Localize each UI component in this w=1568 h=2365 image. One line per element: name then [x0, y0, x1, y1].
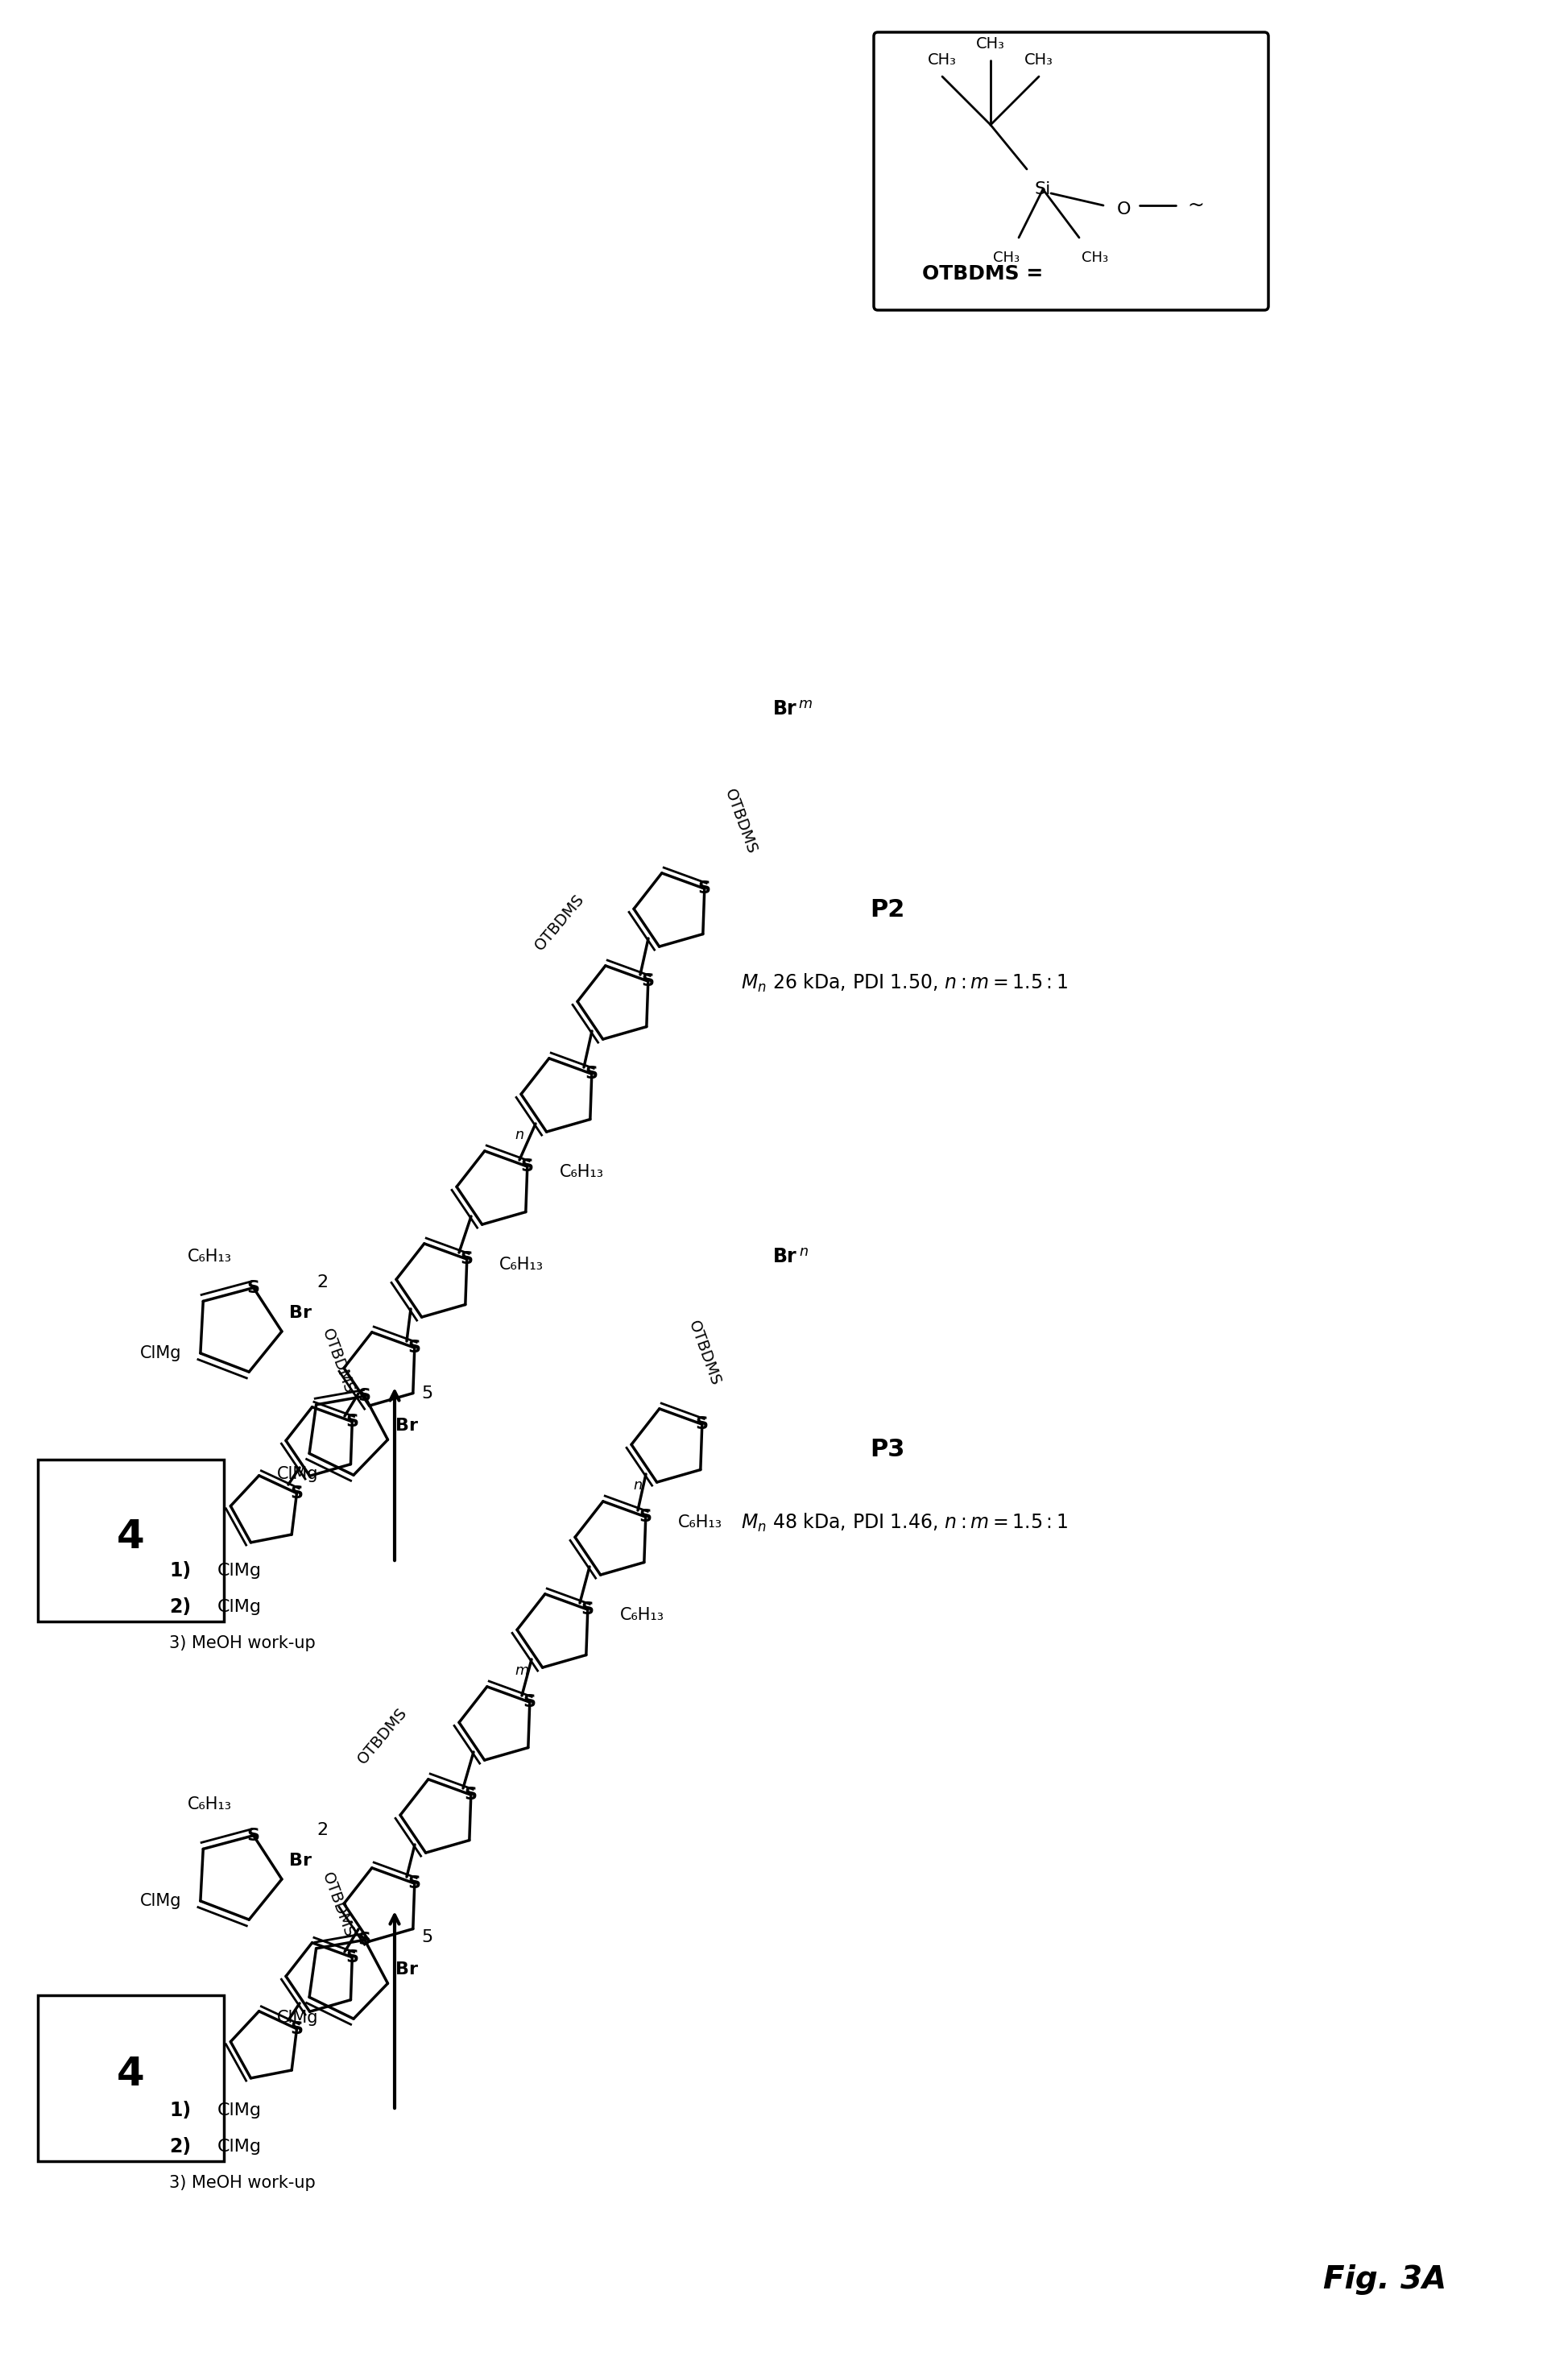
Text: $M_n$ 26 kDa, PDI 1.50, $n : m = 1.5 : 1$: $M_n$ 26 kDa, PDI 1.50, $n : m = 1.5 : 1… [742, 972, 1068, 993]
Text: $_n$: $_n$ [633, 1473, 643, 1492]
Text: ClMg: ClMg [218, 2102, 262, 2119]
Text: Br: Br [773, 700, 797, 719]
Text: CH₃: CH₃ [977, 35, 1005, 52]
Text: C₆H₁₃: C₆H₁₃ [677, 1514, 723, 1530]
Text: S: S [521, 1159, 533, 1175]
Text: S: S [248, 1828, 260, 1845]
Text: S: S [461, 1251, 474, 1268]
Text: OTBDMS: OTBDMS [354, 1705, 411, 1767]
Text: ClMg: ClMg [140, 1346, 182, 1362]
Text: S: S [358, 1388, 372, 1405]
Text: 3) MeOH work-up: 3) MeOH work-up [169, 1634, 315, 1651]
Text: C₆H₁₃: C₆H₁₃ [187, 1249, 232, 1265]
Text: OTBDMS: OTBDMS [685, 1320, 723, 1388]
Text: Br: Br [773, 1246, 797, 1265]
Text: Br: Br [395, 1417, 419, 1433]
Text: 4: 4 [116, 1518, 144, 1556]
Text: S: S [345, 1949, 359, 1965]
Text: C₆H₁₃: C₆H₁₃ [619, 1606, 665, 1622]
Text: $_n$: $_n$ [798, 1239, 809, 1258]
Text: $M_n$ 48 kDa, PDI 1.46, $n : m = 1.5 : 1$: $M_n$ 48 kDa, PDI 1.46, $n : m = 1.5 : 1… [742, 1511, 1068, 1533]
Text: CH₃: CH₃ [1024, 52, 1054, 69]
Text: C₆H₁₃: C₆H₁₃ [187, 1797, 232, 1812]
Text: ClMg: ClMg [278, 2010, 318, 2027]
Text: P2: P2 [870, 899, 905, 922]
Text: 2): 2) [169, 2138, 191, 2157]
Text: $_n$: $_n$ [514, 1121, 524, 1142]
Text: O: O [1116, 201, 1131, 218]
Text: S: S [640, 1509, 652, 1525]
Text: 5: 5 [422, 1386, 433, 1402]
Text: S: S [290, 1485, 303, 1502]
Text: S: S [641, 972, 654, 989]
Text: S: S [524, 1693, 536, 1710]
Text: 1): 1) [169, 2100, 191, 2119]
Text: S: S [696, 1417, 709, 1433]
Text: P3: P3 [870, 1438, 905, 1462]
Text: CH₃: CH₃ [1082, 251, 1109, 265]
Text: S: S [698, 880, 710, 896]
Text: S: S [582, 1601, 594, 1618]
Text: 3) MeOH work-up: 3) MeOH work-up [169, 2176, 315, 2190]
Text: Br: Br [289, 1305, 312, 1322]
Text: Si: Si [1035, 182, 1051, 196]
Text: OTBDMS: OTBDMS [721, 788, 760, 856]
Text: 5: 5 [422, 1930, 433, 1946]
Text: C₆H₁₃: C₆H₁₃ [499, 1256, 544, 1272]
Text: 1): 1) [169, 1561, 191, 1580]
Text: ClMg: ClMg [218, 1599, 262, 1615]
Text: ~: ~ [1187, 196, 1204, 215]
Text: C₆H₁₃: C₆H₁₃ [560, 1164, 604, 1180]
Text: OTBDMS: OTBDMS [320, 1327, 358, 1395]
Text: OTBDMS: OTBDMS [532, 892, 588, 953]
FancyBboxPatch shape [38, 1459, 224, 1622]
Text: S: S [290, 2020, 303, 2036]
Text: S: S [408, 1875, 422, 1892]
FancyBboxPatch shape [873, 33, 1269, 310]
Text: S: S [585, 1067, 599, 1081]
Text: Fig. 3A: Fig. 3A [1323, 2263, 1447, 2294]
Text: ClMg: ClMg [278, 1466, 318, 1483]
Text: 2: 2 [317, 1821, 328, 1838]
Text: S: S [464, 1788, 477, 1802]
Text: ClMg: ClMg [140, 1892, 182, 1909]
Text: OTBDMS: OTBDMS [320, 1871, 358, 1939]
Text: ClMg: ClMg [218, 2138, 262, 2155]
Text: OTBDMS =: OTBDMS = [922, 265, 1043, 284]
Text: CH₃: CH₃ [994, 251, 1021, 265]
Text: ClMg: ClMg [218, 1563, 262, 1580]
Text: S: S [358, 1932, 372, 1949]
Text: S: S [345, 1414, 359, 1431]
Text: Br: Br [395, 1961, 419, 1977]
Text: 2: 2 [317, 1275, 328, 1291]
Text: S: S [248, 1279, 260, 1296]
Text: $_m$: $_m$ [514, 1658, 528, 1677]
Text: S: S [408, 1339, 422, 1355]
Text: CH₃: CH₃ [928, 52, 956, 69]
FancyBboxPatch shape [38, 1996, 224, 2162]
Text: $_m$: $_m$ [798, 691, 812, 710]
Text: 2): 2) [169, 1596, 191, 1618]
Text: Br: Br [289, 1852, 312, 1868]
Text: 4: 4 [116, 2055, 144, 2093]
